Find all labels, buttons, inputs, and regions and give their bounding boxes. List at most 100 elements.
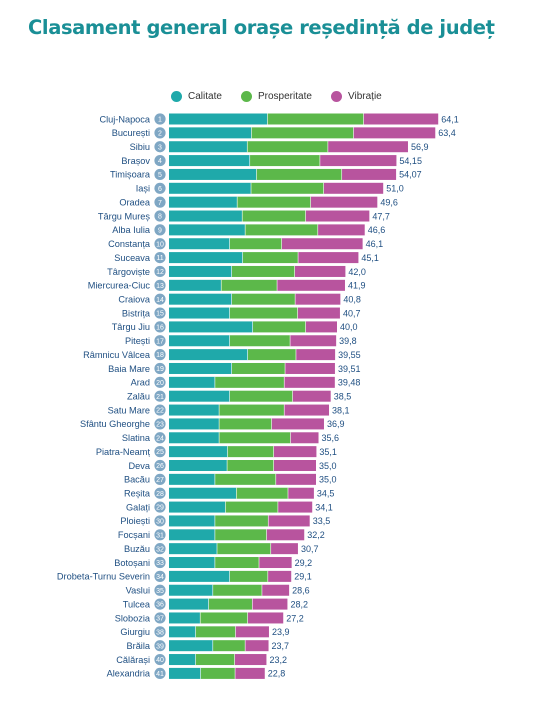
total-value-label: 47,7 [372, 211, 390, 221]
legend-item-vibratie: Vibrație [331, 88, 382, 104]
rank-number: 17 [156, 338, 164, 345]
bar-segment-prosperitate [215, 473, 277, 485]
bar-segment-vibratie [353, 127, 436, 139]
bar-segment-vibratie [285, 362, 335, 374]
bar-segment-calitate [169, 667, 201, 679]
rank-number: 21 [156, 394, 164, 401]
rank-badge [154, 515, 166, 527]
bar-segment-vibratie [278, 501, 313, 513]
total-value-label: 39,55 [338, 350, 361, 360]
bar-segment-calitate [169, 293, 232, 305]
bar-segment-vibratie [274, 460, 316, 471]
bar-segment-vibratie [266, 529, 305, 541]
city-label: Alba Iulia [112, 225, 151, 235]
rank-number: 40 [156, 657, 164, 664]
rank-number: 30 [156, 519, 164, 526]
rank-number: 36 [156, 602, 164, 609]
city-label: Arad [131, 378, 150, 388]
total-value-label: 28,2 [290, 599, 308, 609]
rank-number: 1 [158, 117, 162, 124]
bar-segment-vibratie [262, 584, 290, 596]
bar-segment-vibratie [363, 113, 439, 125]
rank-number: 16 [156, 325, 164, 332]
rank-badge [154, 238, 166, 250]
bar-segment-calitate [169, 182, 252, 194]
rank-badge [154, 252, 166, 264]
rank-number: 23 [156, 422, 164, 429]
total-value-label: 45,1 [361, 253, 379, 263]
bar-segment-vibratie [295, 265, 346, 277]
bar-segment-prosperitate [215, 557, 260, 569]
city-label: Bacău [124, 475, 150, 485]
bar-segment-vibratie [247, 612, 284, 624]
total-value-label: 39,48 [338, 378, 361, 388]
rank-badge [154, 487, 166, 499]
bar-segment-prosperitate [229, 307, 298, 319]
city-label: Buzău [124, 544, 150, 554]
city-label: Galați [126, 502, 150, 512]
bar-segment-calitate [169, 543, 218, 555]
rank-badge [154, 501, 166, 513]
rank-badge [154, 279, 166, 291]
total-value-label: 36,9 [327, 419, 345, 429]
rank-badge [154, 154, 166, 167]
bar-segment-prosperitate [217, 543, 272, 555]
city-label: Târgu Mureș [98, 211, 150, 221]
rank-number: 38 [156, 629, 164, 636]
bar-segment-prosperitate [232, 293, 296, 305]
bar-segment-prosperitate [229, 335, 291, 347]
bar-segment-prosperitate [251, 127, 354, 139]
bar-segment-calitate [169, 252, 243, 264]
bar-segment-vibratie [268, 570, 292, 582]
bar-segment-calitate [169, 598, 209, 610]
bar-divider [227, 446, 229, 458]
bar-segment-calitate [169, 376, 216, 388]
rank-badge [154, 113, 166, 125]
bar-segment-calitate [169, 168, 257, 180]
rank-number: 19 [156, 366, 164, 373]
bar-segment-calitate [169, 238, 230, 250]
bar-segment-calitate [169, 210, 243, 222]
bar-segment-prosperitate [232, 362, 286, 374]
bar-segment-vibratie [305, 210, 370, 222]
bar-segment-prosperitate [256, 168, 343, 180]
bar-segment-vibratie [277, 279, 345, 291]
legend-swatch-prosperitate [241, 90, 252, 102]
rank-number: 4 [158, 158, 162, 165]
city-label: Sfântu Gheorghe [80, 419, 150, 429]
rank-number: 20 [156, 380, 164, 387]
bar-segment-vibratie [245, 640, 269, 652]
bar-segment-calitate [169, 501, 226, 513]
rank-badge [154, 556, 166, 569]
bar-segment-vibratie [295, 293, 341, 305]
rank-number: 24 [156, 435, 164, 442]
city-label: Râmnicu Vâlcea [83, 350, 151, 360]
bar-segment-calitate [169, 529, 216, 541]
total-value-label: 35,0 [319, 475, 337, 485]
city-label: Bistrița [122, 308, 151, 318]
city-label: Botoșani [114, 558, 150, 568]
rank-number: 37 [156, 616, 164, 623]
city-label: Zalău [127, 392, 150, 402]
total-value-label: 23,7 [272, 641, 290, 651]
bar-segment-vibratie [276, 473, 316, 485]
bar-segment-prosperitate [219, 404, 285, 416]
bar-segment-calitate [169, 404, 220, 416]
bar-segment-calitate [169, 473, 216, 485]
bar-segment-calitate [169, 487, 237, 499]
rank-badge [154, 362, 166, 375]
rank-badge [154, 570, 166, 582]
rank-number: 12 [156, 269, 164, 276]
rank-badge [154, 446, 166, 458]
bar-segment-prosperitate [245, 224, 319, 236]
bar-segment-calitate [169, 265, 232, 277]
bar-segment-vibratie [259, 557, 292, 569]
total-value-label: 27,2 [286, 613, 304, 623]
bar-segment-prosperitate [215, 529, 267, 541]
legend-item-calitate: Calitate [171, 88, 222, 104]
bar-segment-calitate [169, 432, 220, 444]
city-label: Miercurea-Ciuc [88, 281, 151, 291]
legend-swatch-vibratie [331, 90, 342, 102]
rank-badge [154, 459, 166, 472]
total-value-label: 23,2 [269, 655, 287, 665]
